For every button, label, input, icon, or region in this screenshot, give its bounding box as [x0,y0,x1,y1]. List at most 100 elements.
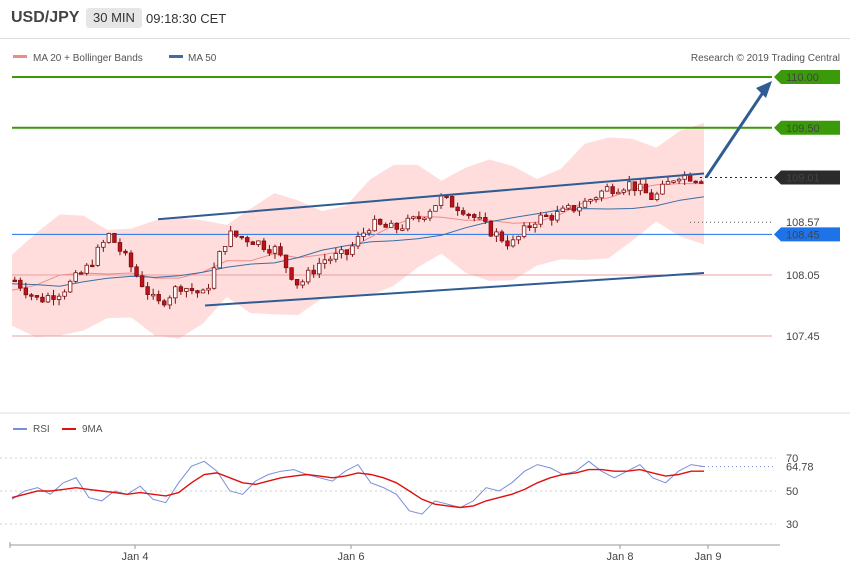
candle-body-45 [261,240,267,250]
candle-body-124 [699,181,704,184]
candle-body-40 [234,230,239,237]
candle-body-27 [162,300,167,306]
candle-body-28 [167,297,172,306]
candle-body-34 [200,289,206,294]
legend-label-9ma: 9MA [82,424,103,435]
level-label-2: 109.01 [786,173,820,185]
candle-body-93 [527,225,532,228]
candle-body-116 [654,193,660,201]
candle-body-3 [29,294,34,297]
candle-body-114 [643,183,649,194]
candle-body-65 [372,218,377,232]
forecast-arrow-head [756,81,772,98]
candle-body-99 [560,207,566,212]
forecast-arrow-shaft [704,90,766,179]
level-label-0: 110.00 [786,72,819,84]
bollinger-band [12,122,704,339]
candle-body-92 [521,225,527,237]
candle-body-95 [538,214,543,225]
candle-body-119 [671,180,676,183]
candle-body-72 [411,216,416,219]
candle-body-82 [466,213,471,217]
candle-body-64 [366,230,372,234]
candle-body-90 [510,239,516,247]
candle-body-87 [494,231,499,237]
candle-body-19 [117,242,123,252]
candle-body-43 [250,241,256,245]
candle-body-5 [40,296,45,303]
candle-body-62 [355,236,361,247]
rsi-9ma-line [11,468,704,509]
chart-header: USD/JPY 30 MIN 09:18:30 CET [0,0,850,39]
candle-body-55 [317,262,322,275]
candle-body-61 [350,245,355,255]
x-tick-label-3: Jan 9 [695,551,722,563]
timestamp: 09:18:30 CET [146,11,227,26]
candle-body-102 [577,206,582,212]
candle-body-104 [588,199,593,202]
candle-body-42 [245,237,250,243]
candle-body-67 [383,223,388,228]
candle-body-56 [322,259,327,264]
candle-body-108 [610,186,615,194]
candle-body-52 [300,281,305,286]
candle-body-35 [206,287,211,291]
candle-body-0 [12,279,17,283]
legend-label-rsi: RSI [33,424,50,435]
candle-body-31 [184,288,189,292]
candle-body-18 [112,233,117,243]
level-label-3: 108.57 [786,217,820,229]
legend-label-ma-bb: MA 20 + Bollinger Bands [33,53,143,64]
timeframe-button[interactable]: 30 MIN [86,8,142,28]
candle-body-85 [483,217,488,222]
candle-body-77 [438,195,444,206]
level-label-4: 108.45 [786,229,820,241]
candle-body-7 [51,295,56,300]
candle-body-21 [128,252,134,268]
candle-body-110 [621,189,626,193]
candle-body-75 [427,210,433,219]
candle-body-33 [195,290,200,294]
candle-body-44 [256,240,261,245]
candle-body-37 [217,251,222,269]
candle-body-89 [505,240,510,247]
level-tag-2 [774,170,840,185]
candle-body-91 [516,235,521,241]
candle-body-2 [23,287,29,296]
candle-body-23 [139,275,145,288]
legend-swatch-rsi [13,428,27,430]
candle-body-15 [95,246,101,266]
candle-body-97 [549,215,554,221]
candle-body-83 [472,214,477,218]
rsi-tick-30: 30 [786,519,798,531]
candle-body-46 [267,249,272,254]
candle-body-22 [134,266,139,277]
candle-body-25 [150,293,156,297]
candle-body-8 [56,295,62,300]
candle-body-107 [604,186,610,192]
candle-body-10 [67,280,73,293]
candle-body-81 [460,210,466,215]
candle-body-9 [62,291,67,297]
candle-body-94 [532,223,538,228]
candle-body-38 [222,246,228,252]
source-credit: Research © 2019 Trading Central [691,53,840,64]
candle-body-1 [18,279,23,289]
candle-body-79 [449,196,455,208]
candle-body-53 [305,269,311,283]
x-tick-label-0: Jan 4 [122,551,149,563]
candle-body-58 [333,253,339,260]
candle-body-12 [79,272,84,275]
candle-body-115 [649,192,654,201]
candle-body-113 [638,183,643,192]
rsi-last-value: 64.78 [786,462,814,474]
candle-body-73 [416,216,422,220]
level-label-5: 108.05 [786,270,820,282]
candle-body-54 [311,269,316,275]
legend-swatch-9ma [62,428,76,430]
candle-body-84 [477,217,482,220]
candle-body-47 [272,246,278,254]
candle-body-50 [289,267,294,280]
candle-body-112 [632,181,637,192]
